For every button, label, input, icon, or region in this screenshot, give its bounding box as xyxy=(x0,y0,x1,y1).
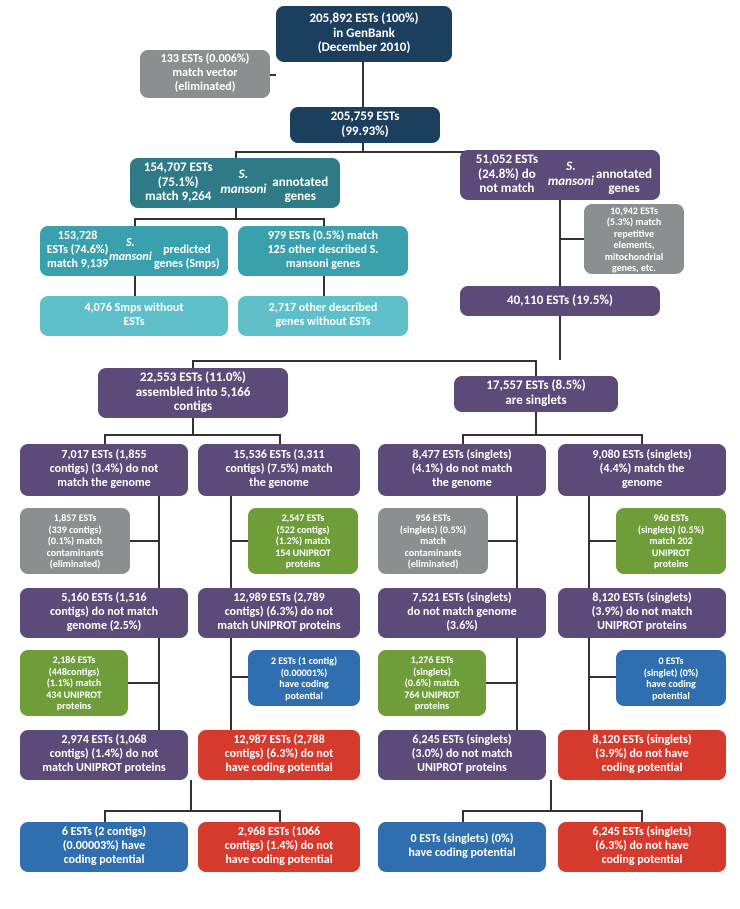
flowchart-node-contigs: 22,553 ESTs (11.0%)assembled into 5,166c… xyxy=(98,368,288,418)
flowchart-edge xyxy=(104,810,106,822)
flowchart-node-c_12989: 12,989 ESTs (2,789contigs) (6.3%) do not… xyxy=(198,588,360,638)
flowchart-edge xyxy=(134,218,324,220)
flowchart-edge xyxy=(134,276,136,296)
flowchart-edge xyxy=(588,638,590,730)
flowchart-node-s_0cp2: 0 ESTs (singlets) (0%)have coding potent… xyxy=(378,822,546,872)
flowchart-node-s_no_genome: 8,477 ESTs (singlets)(4.1%) do not match… xyxy=(378,444,546,496)
flowchart-node-s_6245: 6,245 ESTs (singlets)(3.0%) do not match… xyxy=(378,730,546,780)
flowchart-node-other125: 979 ESTs (0.5%) match125 other described… xyxy=(238,226,408,276)
flowchart-node-s_7521: 7,521 ESTs (singlets)do not match genome… xyxy=(378,588,546,638)
flowchart-node-s_8120: 8,120 ESTs (singlets)(3.9%) do not match… xyxy=(558,588,726,638)
flowchart-edge xyxy=(270,74,276,76)
flowchart-edge xyxy=(104,434,280,436)
flowchart-edge xyxy=(462,434,642,436)
flowchart-edge xyxy=(462,810,464,822)
flowchart-node-c_no_genome: 7,017 ESTs (1,855contigs) (3.4%) do notm… xyxy=(20,444,188,496)
flowchart-edge xyxy=(641,434,643,444)
flowchart-node-c_6cp: 6 ESTs (2 contigs)(0.00003%) havecoding … xyxy=(20,822,188,872)
flowchart-node-c_12987: 12,987 ESTs (2,788contigs) (6.3%) do not… xyxy=(198,730,360,780)
flowchart-node-root: 205,892 ESTs (100%)in GenBank(December 2… xyxy=(276,6,452,62)
flowchart-edge xyxy=(230,496,232,588)
flowchart-edge xyxy=(230,676,248,678)
flowchart-edge xyxy=(134,218,136,226)
flowchart-edge xyxy=(588,676,616,678)
flowchart-edge xyxy=(486,682,516,684)
flowchart-edge xyxy=(550,780,552,810)
flowchart-edge xyxy=(128,682,158,684)
flowchart-edge xyxy=(104,434,106,444)
flowchart-node-c_uni154: 2,547 ESTs(522 contigs)(1.2%) match154 U… xyxy=(248,508,358,574)
flowchart-node-c_2968: 2,968 ESTs (1066contigs) (1.4%) do notha… xyxy=(198,822,360,872)
flowchart-node-s_0cp: 0 ESTs(singlet) (0%)have codingpotential xyxy=(616,650,726,706)
flowchart-node-match_ann: 154,707 ESTs (75.1%)match 9,264 S. manso… xyxy=(130,158,340,208)
flowchart-node-nomatch_ann: 51,052 ESTs (24.8%) donot match S. manso… xyxy=(460,150,660,200)
flowchart-edge xyxy=(488,540,518,542)
flowchart-edge xyxy=(279,434,281,444)
flowchart-edge xyxy=(279,810,281,822)
flowchart-edge xyxy=(192,360,536,362)
flowchart-node-vector: 133 ESTs (0.006%)match vector(eliminated… xyxy=(140,50,270,98)
flowchart-node-ests40110: 40,110 ESTs (19.5%) xyxy=(460,286,660,316)
flowchart-edge xyxy=(559,200,561,286)
flowchart-edge xyxy=(158,638,160,730)
flowchart-node-c_2974: 2,974 ESTs (1,068contigs) (1.4%) do notm… xyxy=(20,730,188,780)
flowchart-edge xyxy=(323,218,325,226)
flowchart-node-remain1: 205,759 ESTs(99.93%) xyxy=(290,107,440,143)
flowchart-node-c_2cp: 2 ESTs (1 contig)(0.00001%)have codingpo… xyxy=(248,650,360,706)
flowchart-edge xyxy=(516,496,518,588)
flowchart-node-s_6245b: 6,245 ESTs (singlets)(6.3%) do not havec… xyxy=(558,822,726,872)
flowchart-node-repetitive: 10,942 ESTs(5.3%) matchrepetitiveelement… xyxy=(584,204,684,274)
flowchart-edge xyxy=(192,418,194,434)
flowchart-node-c_contam: 1,857 ESTs(339 contigs)(0.1%) matchconta… xyxy=(20,508,130,574)
flowchart-edge xyxy=(535,412,537,434)
flowchart-node-s_contam: 956 ESTs(singlets) (0.5%)matchcontaminan… xyxy=(378,508,488,574)
flowchart-edge xyxy=(561,238,585,240)
flowchart-edge xyxy=(230,638,232,730)
flowchart-edge xyxy=(104,810,280,812)
flowchart-node-s_8120b: 8,120 ESTs (singlets)(3.9%) do not havec… xyxy=(558,730,726,780)
flowchart-edge xyxy=(323,276,325,296)
flowchart-edge xyxy=(588,540,616,542)
flowchart-node-c_uni434: 2,186 ESTs(448contigs)(1.1%) match434 UN… xyxy=(20,650,128,716)
flowchart-node-c_5160: 5,160 ESTs (1,516contigs) do not matchge… xyxy=(20,588,188,638)
flowchart-edge xyxy=(190,780,192,810)
flowchart-node-s_uni202: 960 ESTs(singlets) (0.5%)match 202UNIPRO… xyxy=(616,508,726,574)
flowchart-edge xyxy=(641,810,643,822)
flowchart-edge xyxy=(130,540,160,542)
flowchart-edge xyxy=(230,540,248,542)
flowchart-edge xyxy=(362,62,364,107)
flowchart-edge xyxy=(588,496,590,588)
flowchart-node-smps_wo: 4,076 Smps withoutESTs xyxy=(40,296,228,336)
flowchart-edge xyxy=(516,638,518,730)
flowchart-edge xyxy=(462,810,642,812)
flowchart-edge xyxy=(559,316,561,360)
flowchart-edge xyxy=(192,360,194,368)
flowchart-node-s_genome: 9,080 ESTs (singlets)(4.4%) match thegen… xyxy=(558,444,726,496)
flowchart-node-singlets: 17,557 ESTs (8.5%)are singlets xyxy=(454,376,618,412)
flowchart-edge xyxy=(235,208,237,218)
flowchart-edge xyxy=(158,496,160,588)
flowchart-node-s_uni764: 1,276 ESTs(singlets)(0.6%) match764 UNIP… xyxy=(378,650,486,716)
flowchart-edge xyxy=(462,434,464,444)
flowchart-edge xyxy=(362,143,364,151)
flowchart-edge xyxy=(535,360,537,376)
flowchart-node-c_genome: 15,536 ESTs (3,311contigs) (7.5%) matcht… xyxy=(198,444,360,496)
flowchart-node-smps: 153,728 ESTs (74.6%)match 9,139 S. manso… xyxy=(40,226,228,276)
flowchart-node-other_wo: 2,717 other describedgenes without ESTs xyxy=(238,296,408,336)
